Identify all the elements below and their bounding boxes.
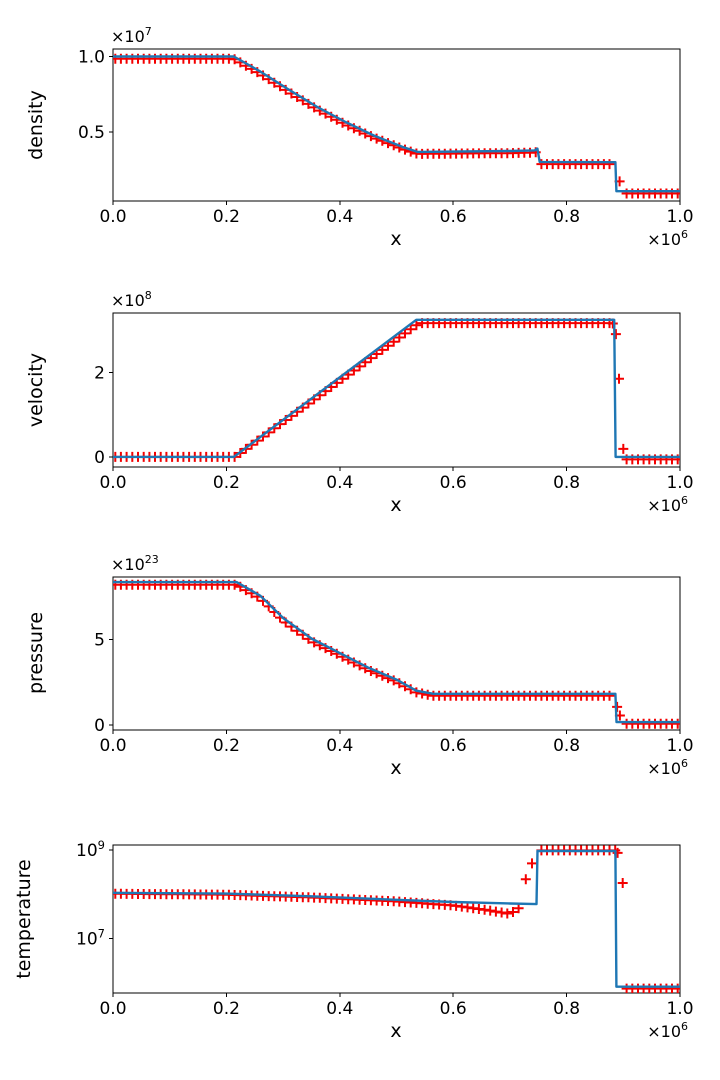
x-tick-label: 0.6 <box>440 736 467 756</box>
xlabel-velocity: x <box>390 494 401 516</box>
x-tick-label: 0.2 <box>213 473 240 493</box>
subplot-velocity: 0.0 0.2 0.4 0.6 0.8 1.0 0 2 ×108 ×106 <box>94 289 693 515</box>
x-tick-label: 0.6 <box>440 473 467 493</box>
x-tick-label: 0.4 <box>326 736 353 756</box>
x-tick-label: 0.0 <box>99 207 126 227</box>
analytic-solution-line <box>113 318 680 459</box>
x-tick-label: 0.6 <box>440 999 467 1019</box>
x-tick-label: 0.4 <box>326 207 353 227</box>
x-tick-label: 1.0 <box>666 473 693 493</box>
xlabel-temperature: x <box>390 1020 401 1042</box>
x-tick-label: 0.8 <box>553 207 580 227</box>
ylabel-density: density <box>25 90 47 160</box>
x-axis-offset-label: ×106 <box>647 1020 688 1041</box>
x-tick-label: 0.4 <box>326 999 353 1019</box>
xlabel-pressure: x <box>390 757 401 779</box>
y-tick-label: 107 <box>76 927 105 950</box>
axes-frame <box>112 312 681 468</box>
axes-frame <box>112 576 681 731</box>
y-tick-label: 0.5 <box>78 123 105 143</box>
x-tick-label: 0.8 <box>553 999 580 1019</box>
subplot-temperature: 0.0 0.2 0.4 0.6 0.8 1.0 107 109 ×106 <box>76 838 693 1041</box>
axes-frame <box>112 48 681 202</box>
x-tick-label: 0.0 <box>99 999 126 1019</box>
axes-frame <box>112 844 681 994</box>
subplot-pressure: 0.0 0.2 0.4 0.6 0.8 1.0 0 5 ×1023 ×106 <box>94 553 693 778</box>
ylabel-pressure: pressure <box>25 612 47 694</box>
y-tick-label: 2 <box>94 363 105 383</box>
ylabel-velocity: velocity <box>25 353 47 427</box>
xlabel-density: x <box>390 228 401 250</box>
simulation-plus-markers <box>113 579 680 729</box>
y-tick-label: 109 <box>76 838 105 861</box>
simulation-plus-markers <box>113 53 680 199</box>
x-tick-label: 1.0 <box>666 207 693 227</box>
x-tick-label: 1.0 <box>666 736 693 756</box>
subplot-density: 0.0 0.2 0.4 0.6 0.8 1.0 0.5 1.0 ×107 ×106 <box>78 25 694 249</box>
analytic-solution-line <box>113 580 680 724</box>
y-tick-label: 1.0 <box>78 48 105 68</box>
simulation-plus-markers <box>113 318 680 465</box>
y-axis-offset-label: ×108 <box>111 289 152 310</box>
y-axis-offset-label: ×107 <box>111 25 152 46</box>
x-tick-label: 0.2 <box>213 736 240 756</box>
x-tick-label: 0.4 <box>326 473 353 493</box>
x-axis-offset-label: ×106 <box>647 494 688 515</box>
analytic-solution-line <box>113 849 680 988</box>
y-tick-label: 0 <box>94 448 105 468</box>
y-tick-label: 0 <box>94 716 105 736</box>
x-tick-label: 0.8 <box>553 473 580 493</box>
x-tick-label: 1.0 <box>666 999 693 1019</box>
ylabel-temperature: temperature <box>13 859 35 978</box>
analytic-solution-line <box>113 55 680 193</box>
x-tick-label: 0.0 <box>99 736 126 756</box>
x-tick-label: 0.2 <box>213 207 240 227</box>
x-axis-offset-label: ×106 <box>647 757 688 778</box>
x-tick-label: 0.2 <box>213 999 240 1019</box>
x-tick-label: 0.6 <box>440 207 467 227</box>
x-tick-label: 0.8 <box>553 736 580 756</box>
y-axis-offset-label: ×1023 <box>111 553 159 574</box>
simulation-plus-markers <box>113 845 680 993</box>
y-tick-label: 5 <box>94 630 105 650</box>
x-axis-offset-label: ×106 <box>647 228 688 249</box>
x-tick-label: 0.0 <box>99 473 126 493</box>
